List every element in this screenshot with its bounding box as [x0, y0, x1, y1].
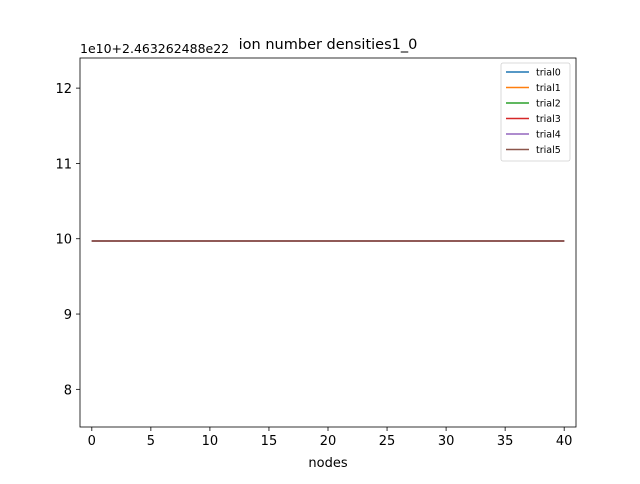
y-tick-label: 11	[55, 157, 72, 172]
legend-label-trial4: trial4	[536, 130, 561, 141]
x-tick-label: 25	[379, 434, 396, 449]
x-axis-label: nodes	[308, 456, 347, 471]
chart-title: ion number densities1_0	[239, 37, 418, 53]
x-tick-label: 30	[438, 434, 455, 449]
legend-label-trial1: trial1	[536, 83, 561, 94]
x-tick-label: 5	[147, 434, 155, 449]
y-tick-label: 8	[64, 383, 72, 398]
legend-label-trial5: trial5	[536, 145, 561, 156]
x-tick-label: 20	[320, 434, 337, 449]
axis-offset-text: 1e10+2.463262488e22	[80, 41, 229, 56]
y-tick-label: 10	[55, 233, 72, 248]
x-tick-label: 35	[497, 434, 514, 449]
legend-label-trial0: trial0	[536, 68, 561, 79]
plot-area: 0 5 10 15 20 25 30 35 40 8 9 10 11 12 trial0 trial1 tria…	[55, 57, 577, 449]
y-tick-label: 12	[55, 82, 72, 97]
x-tick-label: 15	[261, 434, 278, 449]
x-tick-label: 10	[202, 434, 219, 449]
x-tick-label: 40	[556, 434, 573, 449]
x-tick-label: 0	[88, 434, 96, 449]
legend-label-trial2: trial2	[536, 99, 561, 110]
y-tick-label: 9	[64, 308, 72, 323]
legend-label-trial3: trial3	[536, 114, 561, 125]
